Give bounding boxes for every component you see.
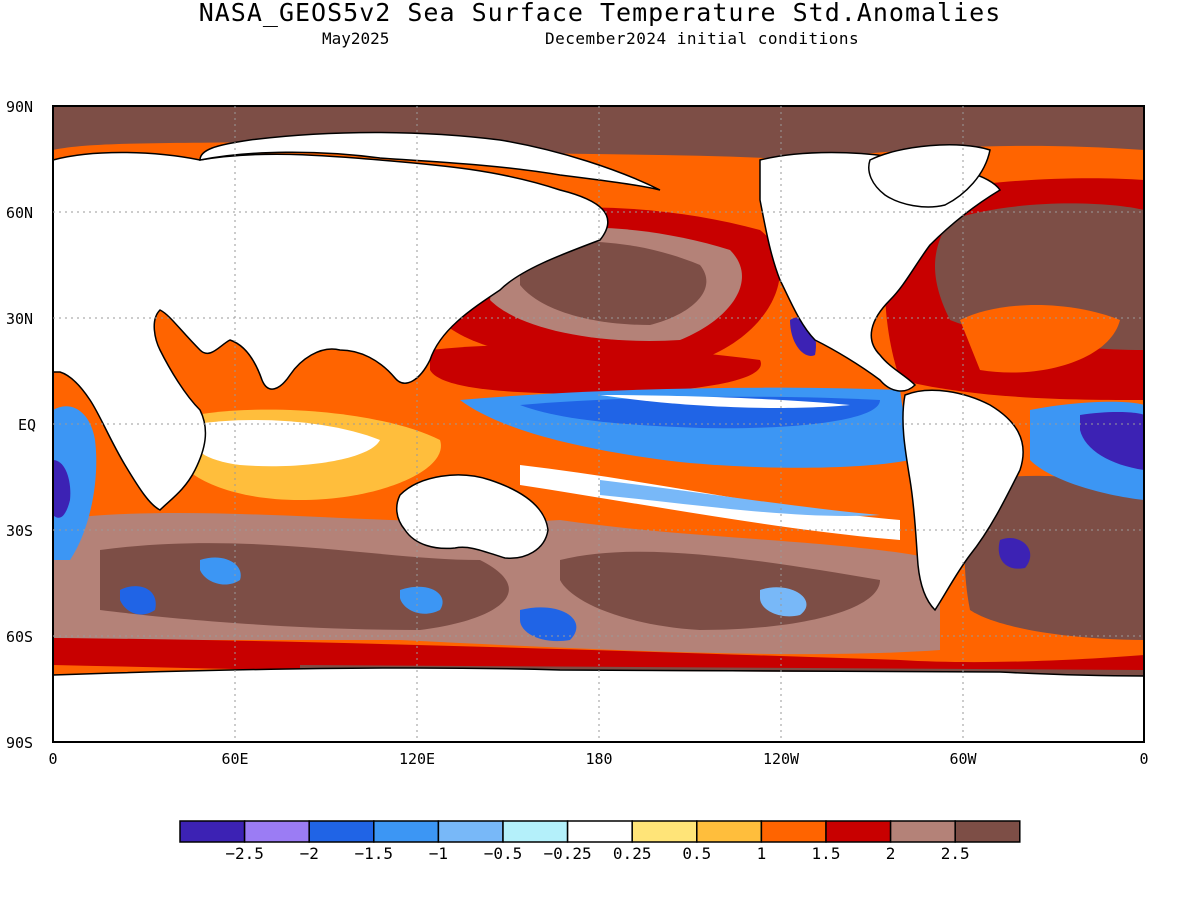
colorbar-tick-label: 2.5 bbox=[941, 844, 970, 863]
cold-eddy bbox=[760, 587, 807, 617]
colorbar-tick-label: −0.5 bbox=[484, 844, 523, 863]
colorbar-swatch bbox=[566, 820, 633, 843]
cold-eddy bbox=[520, 607, 577, 642]
lon-label: 60W bbox=[949, 750, 977, 768]
eurasia-africa-land bbox=[53, 151, 609, 511]
map-panel bbox=[53, 106, 1144, 742]
lat-label: 90S bbox=[6, 734, 33, 752]
lat-label: 30S bbox=[6, 522, 33, 540]
colorbar-tick-label: −1 bbox=[429, 844, 448, 863]
colorbar-tick-label: 1 bbox=[757, 844, 767, 863]
cold-eddy bbox=[120, 586, 156, 615]
colorbar-swatch bbox=[502, 820, 569, 843]
colorbar-swatch bbox=[437, 820, 504, 843]
subtropical-pacific-warm-band bbox=[430, 344, 761, 394]
chart-title: NASA_GEOS5v2 Sea Surface Temperature Std… bbox=[198, 0, 1002, 27]
lat-label: 90N bbox=[6, 98, 33, 116]
north-pacific-strong-anomaly bbox=[520, 241, 707, 325]
colorbar-tick-label: 0.5 bbox=[682, 844, 711, 863]
lat-label: EQ bbox=[18, 416, 36, 434]
lon-label: 180 bbox=[585, 750, 612, 768]
cold-eddy bbox=[400, 586, 443, 614]
siberia-land bbox=[199, 131, 661, 191]
australia-land bbox=[395, 474, 549, 559]
cold-eddy bbox=[998, 538, 1031, 569]
south-pacific-cool-band bbox=[600, 480, 880, 516]
colorbar-swatch bbox=[825, 820, 892, 843]
colorbar-tick-labels: −2.5 −2 −1.5 −1 −0.5 −0.25 0.25 0.5 1 1.5 2 2.5 bbox=[225, 844, 969, 863]
colorbar-swatch bbox=[954, 820, 1021, 843]
colorbar-swatch bbox=[243, 820, 310, 843]
equatorial-neutral-streak bbox=[600, 395, 850, 408]
colorbar-tick-label: −2.5 bbox=[225, 844, 264, 863]
longitude-axis: 0 60E 120E 180 120W 60W 0 bbox=[48, 750, 1148, 768]
colorbar-swatch bbox=[373, 820, 440, 843]
arctic-anomaly-cap bbox=[53, 106, 1144, 160]
greenland-land bbox=[868, 144, 991, 208]
south-atlantic-strong-anomaly bbox=[964, 475, 1144, 640]
lat-label: 60N bbox=[6, 204, 33, 222]
west-edge-cold bbox=[53, 406, 97, 560]
west-edge-strong-cold bbox=[53, 460, 71, 518]
colorbar-tick-label: −1.5 bbox=[355, 844, 394, 863]
antarctica-land bbox=[53, 667, 1144, 742]
lon-label: 0 bbox=[48, 750, 57, 768]
colorbar-tick-label: 1.5 bbox=[812, 844, 841, 863]
lat-label: 30N bbox=[6, 310, 33, 328]
initial-conditions: December2024 initial conditions bbox=[545, 29, 860, 48]
colorbar-tick-label: 2 bbox=[886, 844, 896, 863]
colorbar bbox=[179, 820, 1021, 843]
lon-label: 0 bbox=[1139, 750, 1148, 768]
south-america-land bbox=[902, 389, 1024, 612]
colorbar-swatch bbox=[760, 820, 827, 843]
atlantic-subtropical-warm bbox=[960, 305, 1120, 373]
lon-label: 120W bbox=[763, 750, 800, 768]
colorbar-tick-label: 0.25 bbox=[613, 844, 652, 863]
colorbar-swatch bbox=[889, 820, 956, 843]
colorbar-tick-label: −0.25 bbox=[544, 844, 592, 863]
graticule bbox=[53, 106, 1144, 742]
colorbar-swatch bbox=[696, 820, 763, 843]
indian-ocean-neutral bbox=[189, 420, 380, 467]
lat-label: 60S bbox=[6, 628, 33, 646]
cold-eddy bbox=[200, 557, 241, 585]
colorbar-tick-label: −2 bbox=[300, 844, 319, 863]
lon-label: 120E bbox=[399, 750, 435, 768]
lon-label: 60E bbox=[221, 750, 248, 768]
latitude-axis: 90N 60N 30N EQ 30S 60S 90S bbox=[6, 98, 36, 752]
forecast-month: May2025 bbox=[322, 29, 390, 48]
colorbar-swatch bbox=[308, 820, 375, 843]
colorbar-swatch bbox=[179, 820, 246, 843]
colorbar-swatch bbox=[631, 820, 698, 843]
tropical-atlantic-strong-cold bbox=[1080, 411, 1144, 470]
